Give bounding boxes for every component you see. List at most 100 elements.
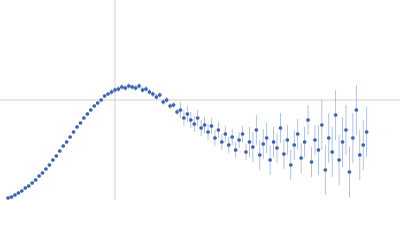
data-point [64,140,69,144]
data-point [13,193,17,197]
data-point [320,123,324,127]
data-point [123,86,128,90]
data-point [223,132,228,136]
data-point [357,153,362,157]
data-point [151,92,155,96]
data-point [6,196,10,200]
data-point [233,148,238,152]
data-point [337,158,341,162]
data-point [47,163,52,167]
data-point [140,88,145,92]
data-point [261,142,266,146]
data-point [351,136,355,140]
data-point [26,184,31,188]
data-point [309,160,314,164]
data-point [323,168,328,172]
data-point [95,101,100,105]
data-point [178,108,183,112]
data-point [185,112,190,116]
data-point [23,186,28,190]
data-point [37,174,41,178]
data-point [120,85,124,89]
data-point [161,100,166,104]
data-point [257,153,262,157]
data-point [109,90,114,94]
data-point [306,118,310,122]
data-point [57,149,62,153]
data-point [102,94,107,98]
data-point [137,84,141,88]
data-point [254,128,259,132]
data-point [226,143,231,147]
data-point [271,140,276,144]
data-point [20,189,24,193]
data-point [144,87,148,91]
data-point [240,132,245,136]
data-point [326,136,331,140]
data-point [244,150,248,154]
data-point [164,98,169,102]
data-point [285,138,290,142]
data-point [168,104,172,108]
data-point [71,130,76,134]
data-point [9,195,14,199]
data-point [130,85,134,89]
data-point [175,110,179,114]
data-point [330,150,334,154]
data-point [16,191,21,195]
data-point [75,125,79,129]
data-point [126,84,131,88]
data-point [247,140,252,144]
data-point [361,143,366,147]
data-point [220,140,224,144]
data-point [230,135,234,139]
data-point [44,167,48,171]
data-point [54,154,59,158]
data-point [289,163,293,167]
data-point [195,116,200,120]
data-point [282,152,286,156]
data-point [154,95,159,99]
data-point [364,130,369,134]
data-point [295,132,300,136]
data-point [92,104,97,108]
data-point [106,92,110,96]
data-point [202,123,207,127]
data-point [237,138,241,142]
data-point [99,98,103,102]
data-point [333,113,338,117]
data-point [268,158,272,162]
data-point [40,171,45,175]
data-point [264,136,269,140]
data-point [213,136,217,140]
data-point [192,122,197,126]
data-point [347,170,352,174]
data-point [209,124,214,128]
data-point [61,144,66,148]
data-point [182,116,186,120]
data-point [30,181,34,185]
data-point [89,108,93,112]
data-point [354,108,359,112]
data-point [157,93,162,97]
data-point [199,126,203,130]
data-point [78,121,83,125]
data-point [68,135,72,139]
data-point [292,143,297,147]
data-point [313,138,317,142]
data-point [344,128,348,132]
data-point [275,146,279,150]
data-point [82,116,86,120]
data-point [33,178,38,182]
data-point [113,88,117,92]
data-point [302,140,307,144]
data-point [171,103,176,107]
data-point [51,158,55,162]
data-point [299,156,303,160]
data-point [189,118,193,122]
data-point [278,126,283,130]
data-point [340,140,345,144]
data-point [116,87,121,91]
data-point [206,130,210,134]
data-point [147,90,152,94]
